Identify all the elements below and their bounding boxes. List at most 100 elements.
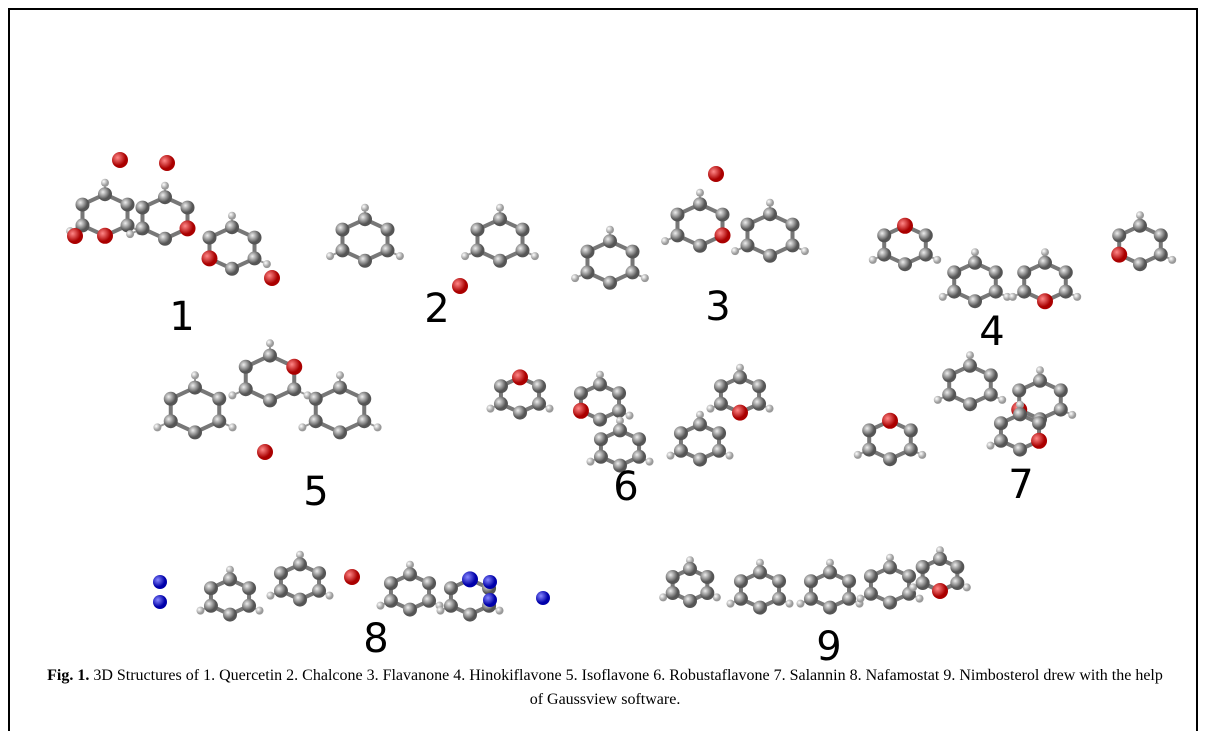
hydrogen-atom bbox=[545, 404, 554, 413]
oxygen-atom bbox=[452, 278, 468, 294]
hydrogen-atom bbox=[596, 370, 604, 379]
hydrogen-atom bbox=[196, 606, 205, 615]
hydrogen-atom bbox=[966, 351, 974, 360]
hydrogen-atom bbox=[986, 441, 995, 450]
carbon-atom bbox=[1153, 247, 1168, 262]
carbon-atom bbox=[580, 244, 595, 259]
structure-number: 5 bbox=[303, 469, 328, 515]
carbon-atom bbox=[135, 200, 150, 215]
carbon-atom bbox=[733, 574, 748, 589]
carbon-atom bbox=[715, 207, 730, 222]
carbon-atom bbox=[803, 574, 818, 589]
hydrogen-atom bbox=[933, 395, 942, 404]
nitrogen-atom bbox=[153, 575, 167, 589]
hydrogen-atom bbox=[616, 416, 624, 425]
carbon-atom bbox=[180, 200, 195, 215]
hydrogen-atom bbox=[856, 594, 865, 603]
carbon-atom bbox=[863, 569, 878, 584]
hydrogen-atom bbox=[361, 203, 369, 212]
carbon-atom bbox=[933, 552, 947, 566]
figure-frame bbox=[8, 8, 1198, 731]
carbon-atom bbox=[212, 391, 227, 406]
hydrogen-atom bbox=[586, 457, 595, 466]
hydrogen-atom bbox=[191, 371, 199, 380]
carbon-atom bbox=[883, 452, 897, 467]
carbon-atom bbox=[1032, 416, 1047, 431]
carbon-atom bbox=[273, 583, 288, 598]
carbon-atom bbox=[863, 586, 878, 601]
carbon-atom bbox=[225, 220, 239, 235]
hydrogen-atom bbox=[765, 404, 774, 413]
carbon-atom bbox=[403, 567, 417, 582]
hydrogen-atom bbox=[785, 599, 794, 608]
hydrogen-atom bbox=[909, 583, 918, 592]
oxygen-atom bbox=[67, 228, 83, 244]
hydrogen-atom bbox=[625, 411, 634, 420]
hydrogen-atom bbox=[853, 450, 862, 459]
carbon-atom bbox=[665, 586, 680, 600]
carbon-atom bbox=[942, 368, 957, 383]
oxygen-atom bbox=[1111, 246, 1128, 263]
carbon-atom bbox=[1013, 407, 1027, 422]
nitrogen-atom bbox=[483, 575, 497, 589]
hydrogen-atom bbox=[712, 593, 721, 602]
carbon-atom bbox=[293, 592, 307, 607]
carbon-atom bbox=[823, 565, 837, 580]
hydrogen-atom bbox=[266, 339, 274, 348]
carbon-atom bbox=[612, 386, 627, 401]
hydrogen-atom bbox=[376, 601, 385, 610]
carbon-atom bbox=[515, 222, 530, 237]
oxygen-atom bbox=[1031, 432, 1048, 449]
hydrogen-atom bbox=[296, 550, 304, 559]
oxygen-atom bbox=[112, 152, 128, 168]
carbon-atom bbox=[470, 243, 485, 258]
hydrogen-atom bbox=[731, 247, 740, 256]
hydrogen-atom bbox=[1016, 400, 1024, 409]
carbon-atom bbox=[223, 572, 237, 587]
hydrogen-atom bbox=[1136, 211, 1144, 220]
carbon-atom bbox=[785, 238, 800, 253]
hydrogen-atom bbox=[1068, 410, 1077, 419]
carbon-atom bbox=[740, 217, 755, 232]
hydrogen-atom bbox=[226, 565, 234, 574]
hydrogen-atom bbox=[228, 211, 236, 220]
hydrogen-atom bbox=[461, 252, 470, 261]
carbon-atom bbox=[1133, 257, 1147, 272]
carbon-atom bbox=[188, 380, 202, 395]
hydrogen-atom bbox=[998, 395, 1007, 404]
hydrogen-atom bbox=[766, 198, 774, 207]
hydrogen-atom bbox=[336, 371, 344, 380]
carbon-atom bbox=[403, 602, 417, 617]
hydrogen-atom bbox=[298, 423, 307, 432]
oxygen-atom bbox=[286, 358, 303, 375]
carbon-atom bbox=[915, 576, 930, 590]
carbon-atom bbox=[1112, 228, 1127, 243]
carbon-atom bbox=[247, 230, 262, 245]
carbon-atom bbox=[733, 370, 747, 385]
figure-caption: Fig. 1. 3D Structures of 1. Quercetin 2.… bbox=[40, 664, 1170, 712]
hydrogen-atom bbox=[530, 252, 539, 261]
hydrogen-atom bbox=[933, 255, 942, 264]
carbon-atom bbox=[613, 423, 627, 438]
hydrogen-atom bbox=[571, 274, 580, 283]
carbon-atom bbox=[1017, 284, 1032, 299]
carbon-atom bbox=[1053, 383, 1068, 398]
carbon-atom bbox=[918, 228, 933, 243]
carbon-atom bbox=[883, 595, 897, 610]
carbon-atom bbox=[983, 387, 998, 402]
carbon-atom bbox=[135, 221, 150, 236]
hydrogen-atom bbox=[373, 423, 382, 432]
hydrogen-atom bbox=[495, 606, 504, 615]
carbon-atom bbox=[842, 574, 857, 589]
carbon-atom bbox=[593, 449, 608, 464]
carbon-atom bbox=[203, 581, 218, 596]
carbon-atom bbox=[383, 576, 398, 591]
carbon-atom bbox=[493, 212, 507, 227]
hydrogen-atom bbox=[1008, 292, 1017, 301]
carbon-atom bbox=[693, 238, 707, 253]
oxygen-atom bbox=[897, 217, 913, 234]
structure-number: 6 bbox=[613, 464, 638, 510]
hydrogen-atom bbox=[686, 556, 694, 565]
carbon-atom bbox=[862, 423, 877, 438]
